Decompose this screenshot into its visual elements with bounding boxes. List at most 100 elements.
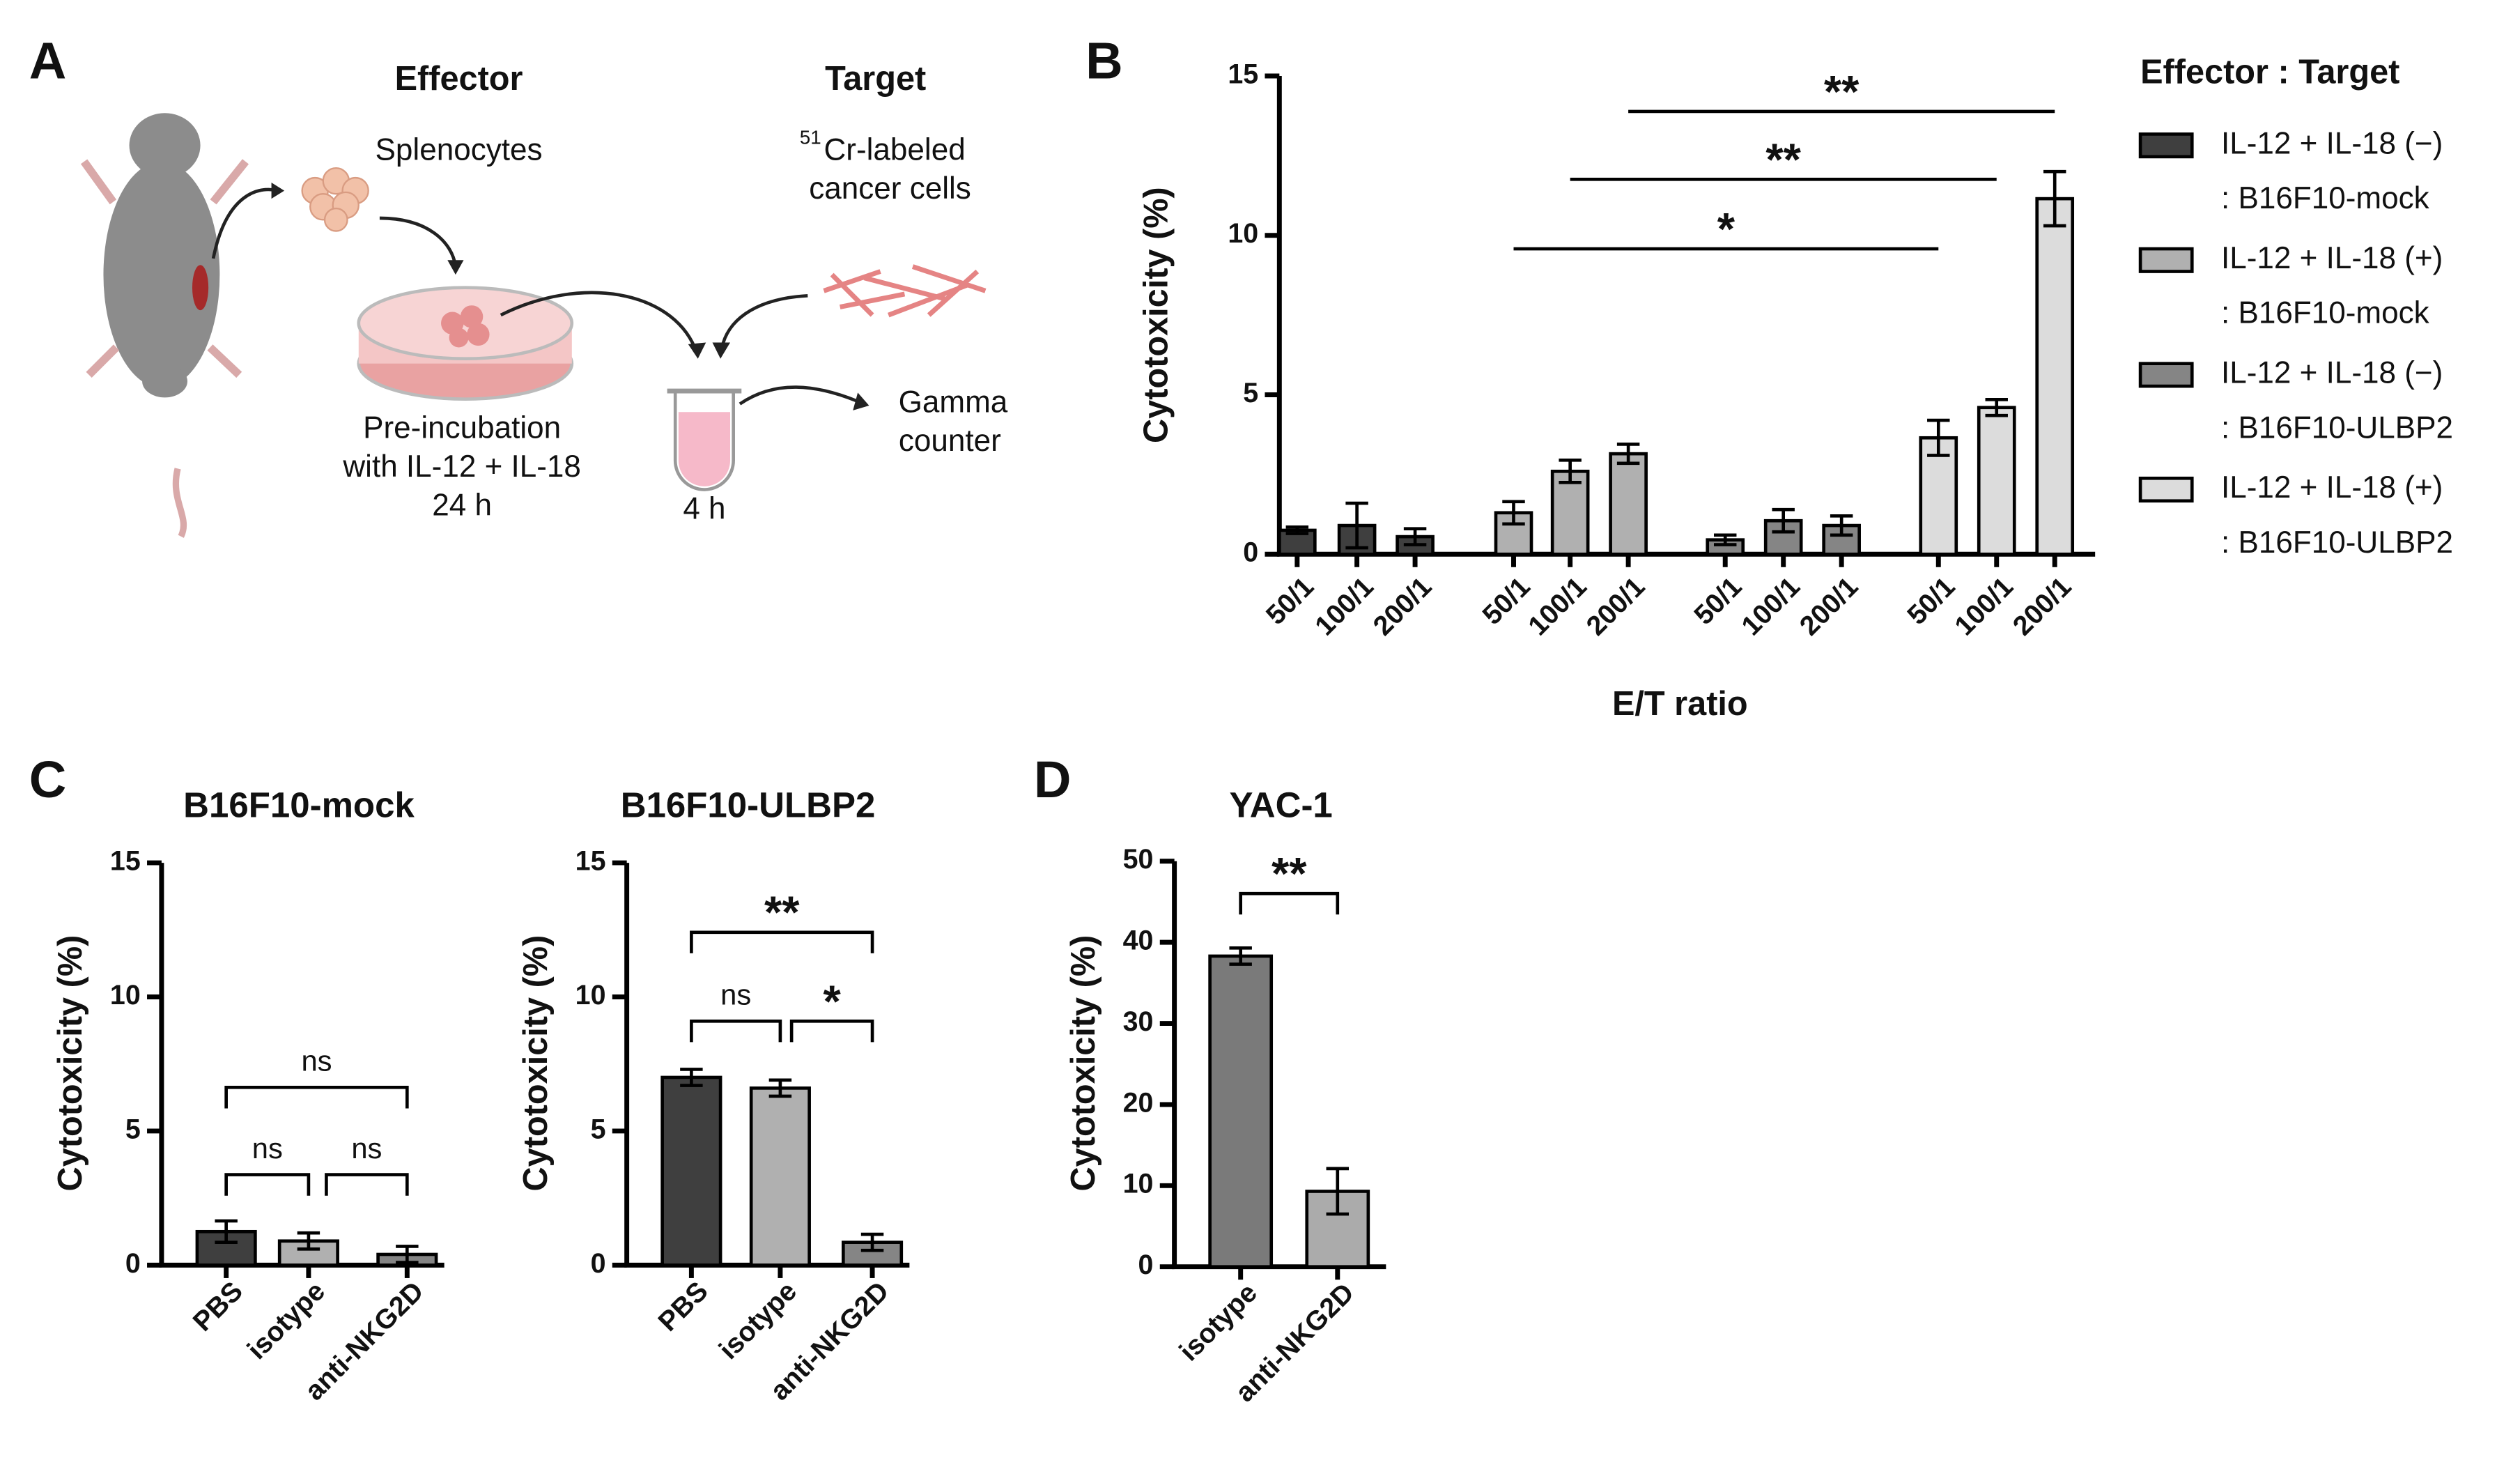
x-tick-label: PBS (187, 1275, 249, 1337)
x-tick-label: 100/1 (1522, 571, 1593, 642)
arrow-head (688, 342, 706, 359)
y-tick-label: 10 (1123, 1169, 1154, 1199)
significance-label: * (1717, 203, 1736, 254)
tube-liquid (678, 412, 731, 486)
significance-line (224, 1086, 409, 1109)
error-bar (1772, 507, 1795, 534)
error-bar (396, 1245, 419, 1264)
mouse-limbs (80, 159, 249, 378)
mouse-body (103, 161, 220, 388)
legend-swatch (2138, 362, 2194, 388)
y-tick-label: 0 (1243, 537, 1258, 568)
panel-letter: D (1034, 751, 1072, 808)
error-bar (1616, 443, 1640, 466)
error-bar (1345, 501, 1368, 550)
significance-label: ns (301, 1045, 332, 1077)
error-bar (1927, 418, 1950, 457)
significance-label: ** (1271, 848, 1307, 899)
preincubation-line: with IL-12 + IL-18 (342, 449, 581, 484)
bar (749, 1086, 811, 1267)
panel-a: A Effector Splenocytes Pre-incubation wi… (29, 31, 1008, 538)
panel-letter: B (1085, 31, 1123, 89)
bar (1822, 523, 1861, 556)
y-tick-label: 0 (1138, 1250, 1154, 1280)
significance-label: ns (720, 978, 751, 1011)
chart: B16F10-ULBP2 0 5 10 15 Cytotoxicity (%) PBSiso… (517, 785, 910, 1406)
x-tick-label: 200/1 (1367, 571, 1437, 642)
error-bar (860, 1232, 884, 1252)
y-tick-label: 0 (125, 1248, 141, 1279)
dish-cells (441, 305, 490, 348)
panel-letter: A (29, 31, 67, 89)
legend-swatch (2138, 247, 2194, 273)
readout-line: counter (899, 424, 1001, 458)
y-axis-label: Cytotoxicity (%) (52, 935, 89, 1192)
error-bar (215, 1219, 238, 1244)
cancer-cells-icon (823, 264, 987, 318)
y-tick-label: 5 (1243, 378, 1258, 408)
target-cells-line: cancer cells (809, 171, 971, 206)
isotope-superscript: 51 (800, 127, 821, 148)
y-tick-label: 15 (1228, 59, 1258, 89)
arrow-head (271, 182, 285, 199)
error-bar (1502, 500, 1525, 526)
preincubation-line: Pre-incubation (363, 410, 561, 445)
significance-line (325, 1173, 409, 1196)
x-tick-label: 100/1 (1949, 571, 2019, 642)
legend-label: : B16F10-ULBP2 (2221, 525, 2453, 560)
chart: D YAC-1 0 10 20 30 40 50 Cytotoxicity (%) isotype… (1034, 751, 1386, 1408)
significance-label: ** (764, 887, 800, 938)
significance-label: ns (252, 1132, 283, 1165)
x-tick-label: PBS (652, 1275, 713, 1337)
mouse-head (129, 113, 201, 178)
y-axis-label: Cytotoxicity (%) (1137, 187, 1175, 443)
y-tick-label: 40 (1123, 925, 1154, 956)
significance-label: ** (1765, 134, 1801, 185)
chart-title: B16F10-ULBP2 (621, 785, 876, 825)
significance-line (690, 1019, 782, 1043)
error-bar (297, 1231, 320, 1251)
error-bar (1985, 398, 2008, 417)
bar (1977, 406, 2016, 556)
error-bar (768, 1078, 792, 1098)
significance-label: * (823, 976, 841, 1027)
arrow (379, 216, 458, 267)
arrow (211, 187, 279, 259)
splenocytes-icon (301, 167, 369, 232)
y-tick-label: 30 (1123, 1006, 1154, 1037)
error-bar (1559, 458, 1582, 484)
bar (1609, 452, 1648, 556)
legend-label: IL-12 + IL-18 (−) (2221, 126, 2443, 160)
spleen (192, 265, 209, 311)
x-tick-label: 100/1 (1309, 571, 1379, 642)
legend-label: : B16F10-ULBP2 (2221, 410, 2453, 445)
significance-line (1239, 891, 1340, 915)
bar (1919, 436, 1958, 556)
y-tick-label: 0 (591, 1248, 606, 1279)
y-tick-label: 5 (591, 1114, 606, 1144)
x-tick-label: isotype (1173, 1277, 1263, 1367)
mouse-rear (142, 364, 188, 398)
y-tick-label: 10 (1228, 218, 1258, 249)
error-bar (1229, 946, 1252, 966)
error-bar (1713, 533, 1737, 546)
arrow-head (853, 392, 869, 410)
x-tick-label: isotype (713, 1275, 803, 1365)
arrow (720, 293, 808, 348)
legend-swatch (2138, 132, 2194, 159)
splenocytes-label: Splenocytes (376, 133, 543, 167)
y-tick-label: 5 (125, 1114, 141, 1144)
y-tick-label: 15 (575, 845, 606, 876)
x-tick-label: 200/1 (1794, 571, 1864, 642)
arrow (500, 291, 697, 348)
y-tick-label: 10 (575, 980, 606, 1011)
arrow-head (447, 260, 464, 275)
error-bar (1285, 525, 1309, 535)
x-tick-label: 200/1 (1581, 571, 1651, 642)
bar (1208, 954, 1274, 1269)
legend-label: : B16F10-mock (2221, 181, 2430, 215)
x-tick-label: 200/1 (2007, 571, 2078, 642)
